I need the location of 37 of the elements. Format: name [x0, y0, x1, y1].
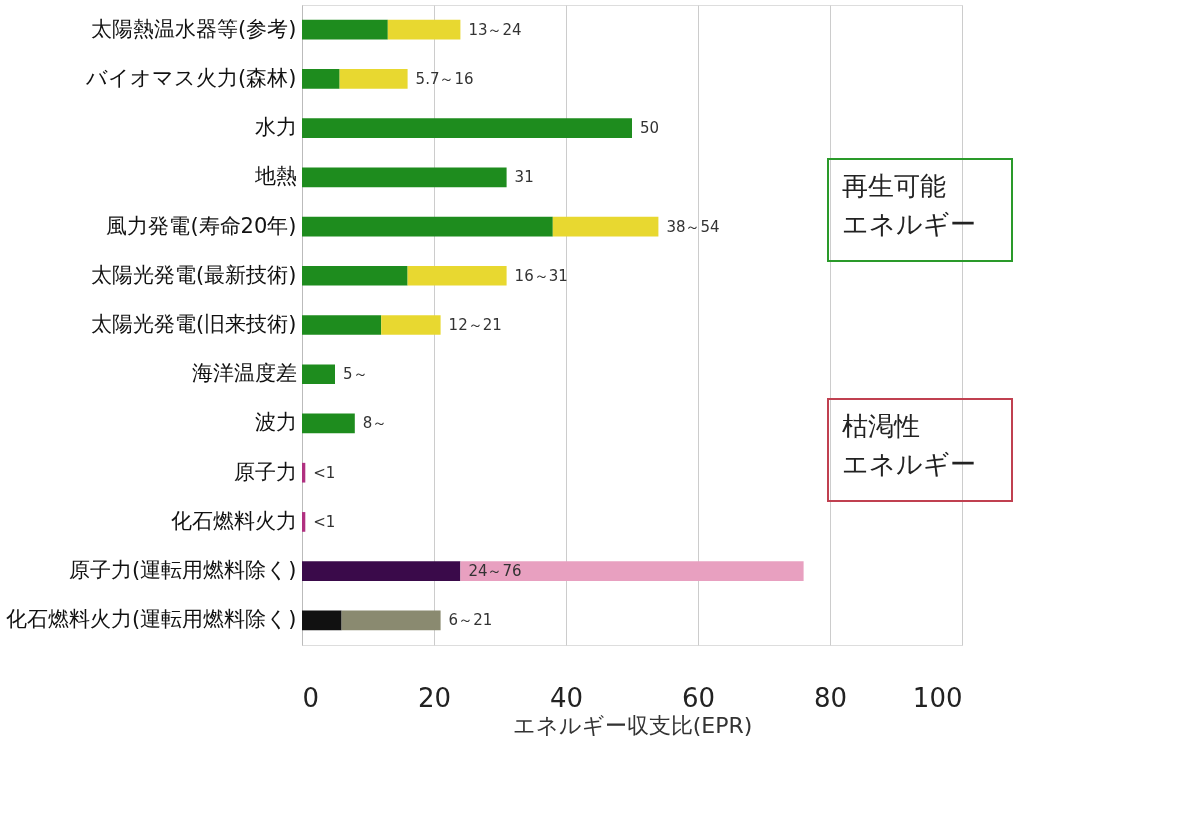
y-tick-label: 化石燃料火力(運転用燃料除く): [6, 607, 297, 632]
x-tick-label: 100: [912, 682, 963, 713]
y-tick-label: 風力発電(寿命20年): [106, 213, 297, 238]
annotation: エネルギー: [842, 449, 976, 479]
y-tick-label: 原子力: [233, 459, 297, 484]
text: 31: [514, 168, 534, 187]
text: 8～: [362, 414, 388, 433]
x-tick-label: 80: [813, 682, 848, 713]
y-tick-label: バイオマス火力(森林): [85, 65, 297, 90]
annotation: 再生可能: [842, 171, 946, 201]
x-tick-label: 20: [417, 682, 452, 713]
y-tick-label: 水力: [254, 115, 297, 140]
text: 24～76: [468, 562, 522, 581]
x-tick-label: 0: [302, 682, 320, 713]
text: 16～31: [514, 266, 568, 285]
text: 13～24: [468, 20, 522, 39]
x-tick-label: 60: [681, 682, 716, 713]
text: <1: [313, 512, 336, 531]
y-tick-label: 海洋温度差: [191, 361, 297, 386]
text: 38～54: [666, 217, 720, 236]
text: 12～21: [448, 316, 502, 334]
y-tick-label: 原子力(運転用燃料除く): [69, 558, 297, 583]
y-tick-label: 太陽光発電(最新技術): [91, 262, 297, 287]
text: 5.7～16: [415, 69, 474, 88]
x-axis-title: エネルギー収支比(EPR): [512, 712, 753, 738]
text: 5～: [343, 365, 368, 384]
annotation: 枯渇性: [842, 411, 920, 441]
y-tick-label: 地熱: [253, 164, 297, 189]
x-tick-label: 40: [549, 682, 584, 713]
y-tick-label: 波力: [254, 410, 297, 435]
y-tick-label: 太陽熱温水器等(参考): [91, 16, 297, 41]
text: 6～21: [448, 611, 493, 630]
annotation: エネルギー: [842, 209, 976, 239]
y-tick-label: 化石燃料火力: [170, 508, 297, 533]
y-tick-label: 太陽光発電(旧来技術): [91, 312, 297, 336]
text: <1: [313, 463, 336, 482]
text: 50: [640, 119, 660, 138]
